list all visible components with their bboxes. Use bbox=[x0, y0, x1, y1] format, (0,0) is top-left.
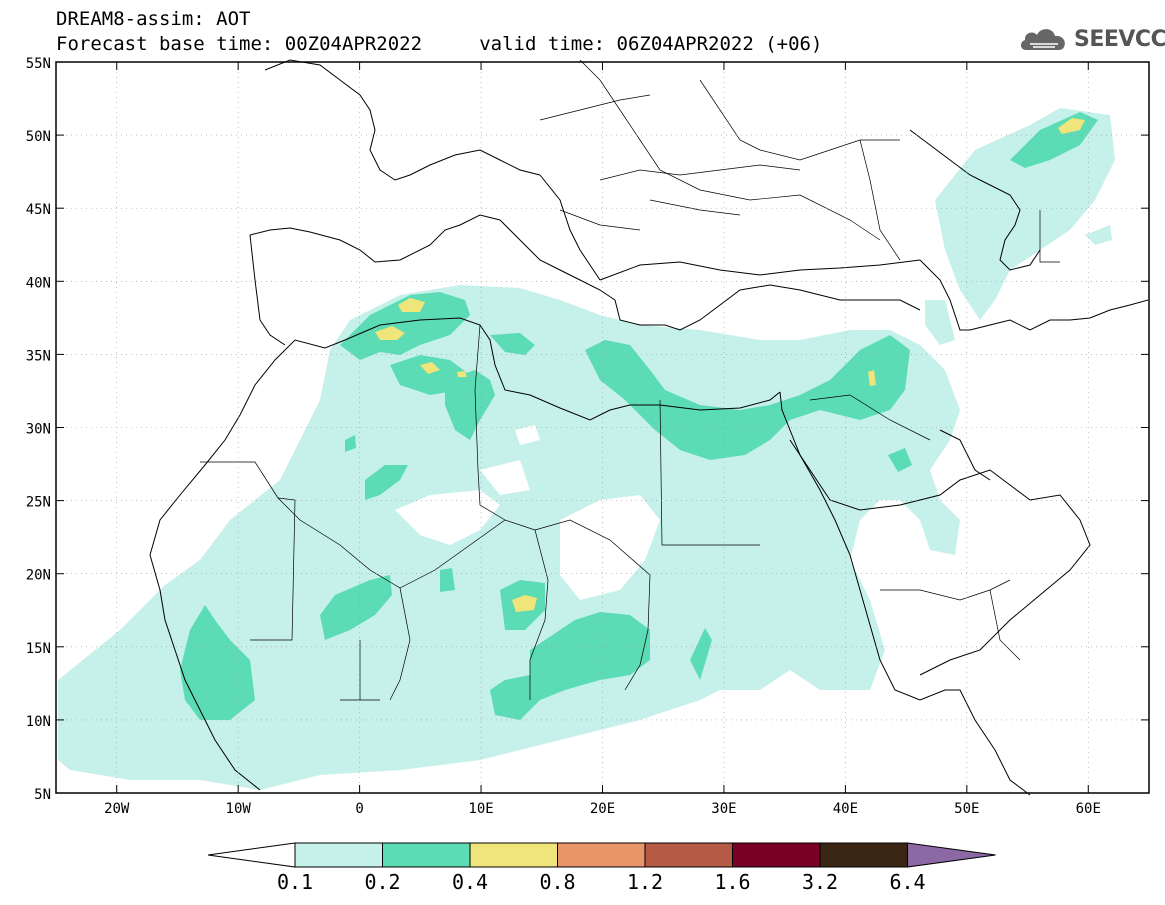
axis-ticks bbox=[56, 61, 1149, 794]
aot-0.4-region bbox=[375, 118, 1085, 612]
lat-label: 35N bbox=[26, 348, 51, 364]
colorbar-swatch bbox=[294, 842, 383, 868]
colorbar-label: 1.2 bbox=[627, 870, 663, 894]
colorbar-label: 1.6 bbox=[714, 870, 750, 894]
lat-label: 50N bbox=[26, 129, 51, 145]
colorbar-label: 0.2 bbox=[364, 870, 400, 894]
country-borders bbox=[200, 59, 1060, 701]
graticule bbox=[56, 62, 1149, 793]
colorbar-swatch bbox=[732, 842, 821, 868]
colorbar-swatch bbox=[382, 842, 471, 868]
lat-label: 30N bbox=[26, 422, 51, 438]
lon-label: 20E bbox=[590, 801, 615, 817]
forecast-times: Forecast base time: 00Z04APR2022 valid t… bbox=[56, 33, 823, 55]
logo-text: SEEVCCC bbox=[1074, 26, 1165, 52]
lon-label: 60E bbox=[1076, 801, 1101, 817]
colorbar-label: 6.4 bbox=[889, 870, 925, 894]
colorbar-max-arrow bbox=[907, 842, 996, 868]
aot-0.2-region bbox=[180, 112, 1098, 720]
lon-label: 10E bbox=[468, 801, 493, 817]
lon-label: 0 bbox=[355, 801, 363, 817]
colorbar-swatch bbox=[644, 842, 733, 868]
lat-label: 40N bbox=[26, 275, 51, 291]
colorbar-swatch bbox=[557, 842, 646, 868]
lon-label: 40E bbox=[833, 801, 858, 817]
lat-label: 10N bbox=[26, 714, 51, 730]
colorbar-swatch bbox=[819, 842, 908, 868]
longitude-labels: 20W 10W 0 10E 20E 30E 40E 50E 60E bbox=[104, 801, 1101, 817]
map-title: DREAM8-assim: AOT bbox=[56, 8, 251, 30]
colorbar-label: 3.2 bbox=[802, 870, 838, 894]
lat-label: 45N bbox=[26, 202, 51, 218]
colorbar-label: 0.4 bbox=[452, 870, 488, 894]
latitude-labels: 55N 50N 45N 40N 35N 30N 25N 20N 15N 10N 5N bbox=[26, 56, 51, 803]
aot-colorbar: 0.1 0.2 0.4 0.8 1.2 1.6 3.2 6.4 bbox=[207, 842, 996, 894]
coastlines bbox=[149, 59, 1149, 796]
cloud-icon bbox=[1020, 29, 1065, 50]
colorbar-label: 0.8 bbox=[539, 870, 575, 894]
colorbar-min-arrow bbox=[207, 842, 296, 868]
seevccc-logo: SEEVCCC bbox=[1018, 22, 1165, 56]
colorbar-swatch bbox=[469, 842, 558, 868]
lon-label: 50E bbox=[954, 801, 979, 817]
clear-areas bbox=[395, 425, 660, 600]
lat-label: 5N bbox=[34, 787, 51, 803]
lat-label: 55N bbox=[26, 56, 51, 72]
lon-label: 30E bbox=[711, 801, 736, 817]
colorbar-label: 0.1 bbox=[277, 870, 313, 894]
lon-label: 20W bbox=[104, 801, 130, 817]
lat-label: 15N bbox=[26, 641, 51, 657]
lat-label: 20N bbox=[26, 568, 51, 584]
lat-label: 25N bbox=[26, 495, 51, 511]
lon-label: 10W bbox=[226, 801, 252, 817]
